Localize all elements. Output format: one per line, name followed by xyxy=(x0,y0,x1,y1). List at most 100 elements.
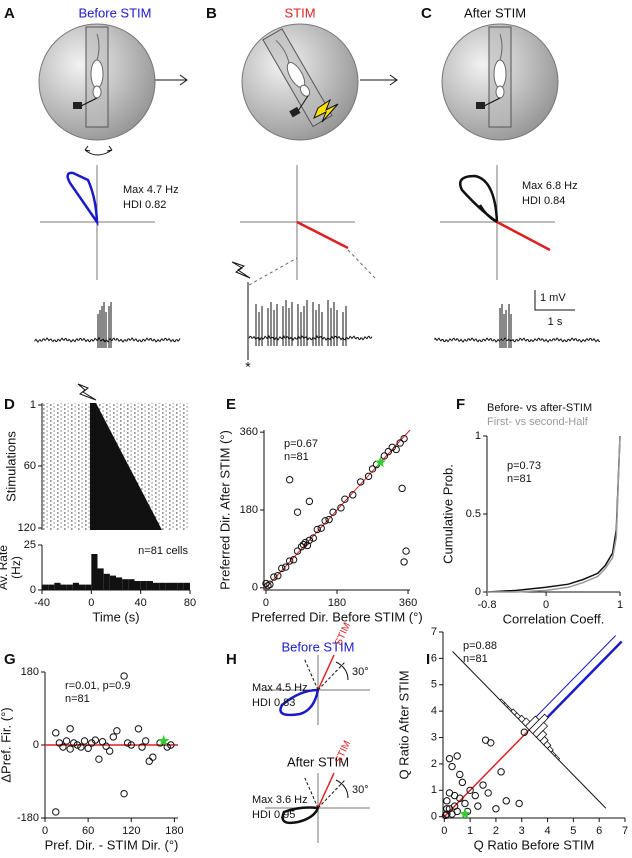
x-tick-label: 0 xyxy=(42,825,48,837)
point xyxy=(73,741,82,749)
point xyxy=(305,497,314,506)
x-tick-label: 7 xyxy=(622,825,628,837)
hist-bar xyxy=(153,582,160,590)
point xyxy=(388,443,396,451)
point xyxy=(515,799,523,808)
y-tick-label: 0 xyxy=(252,582,258,594)
point xyxy=(520,728,529,736)
x-tick-label: -40 xyxy=(34,597,50,609)
x-tick-label: 80 xyxy=(184,597,196,609)
point xyxy=(400,558,408,566)
x-tick-label: 5 xyxy=(570,825,576,837)
point xyxy=(341,495,349,503)
point xyxy=(487,739,495,747)
y-tick-label: 1 xyxy=(431,784,437,796)
annotation: p=0.88 xyxy=(463,640,497,652)
legend-entry: Before- vs after-STIM xyxy=(487,402,592,414)
annotation: n=81 xyxy=(507,473,532,485)
point xyxy=(66,725,74,733)
diagonal-hist-bar xyxy=(539,736,549,746)
x-tick-label: 120 xyxy=(122,825,140,837)
panel-letter: A xyxy=(4,5,15,22)
point xyxy=(134,725,143,733)
point xyxy=(52,808,60,816)
hist-bar xyxy=(183,582,190,590)
raster-response xyxy=(90,403,162,530)
annotation: r=0.01, p=0.9 xyxy=(65,680,130,692)
point xyxy=(120,672,128,680)
diagonal-hist-bar xyxy=(546,745,554,753)
x-tick-label: 0 xyxy=(88,597,94,609)
angle-label: 30° xyxy=(352,666,369,678)
point xyxy=(80,737,89,745)
hist-bar xyxy=(109,575,116,590)
x-tick-label: 1 xyxy=(617,599,623,611)
y-axis-label: (Hz) xyxy=(9,556,23,579)
hist-bar xyxy=(134,581,141,590)
arrow xyxy=(152,74,188,86)
scale-bar xyxy=(534,290,575,311)
mouse-head xyxy=(495,85,505,99)
point xyxy=(270,573,278,581)
hist-bar xyxy=(97,568,104,590)
mouse-body xyxy=(90,59,104,89)
x-axis-label: Preferred Dir. Before STIM (°) xyxy=(251,609,422,624)
stim-label: STIM xyxy=(333,739,353,765)
annotation: n=81 xyxy=(284,451,309,463)
identity-line xyxy=(263,429,411,591)
voltage-trace xyxy=(434,304,601,348)
point xyxy=(384,447,392,456)
hist-bar xyxy=(146,581,153,590)
point xyxy=(293,547,302,555)
x-axis-label: Correlation Coeff. xyxy=(503,611,605,626)
hist-bar xyxy=(140,581,147,590)
point xyxy=(282,563,290,571)
hist-bar xyxy=(66,584,73,590)
diagonal-hist-bar xyxy=(532,721,549,738)
point xyxy=(163,743,171,751)
point xyxy=(285,476,294,484)
point xyxy=(59,743,67,751)
point xyxy=(502,797,510,805)
point xyxy=(313,525,321,534)
point xyxy=(149,753,157,761)
point xyxy=(77,743,85,751)
point xyxy=(285,557,294,565)
point xyxy=(106,747,114,755)
angle-label: 30° xyxy=(352,784,369,796)
point xyxy=(402,547,410,555)
hist-bar xyxy=(128,579,135,590)
voltage-trace xyxy=(248,300,373,346)
y-tick-label: 0.5 xyxy=(466,508,481,520)
point xyxy=(453,807,461,816)
track xyxy=(73,26,109,128)
legend-entry: First- vs second-Half xyxy=(487,416,589,428)
hist-bar xyxy=(159,582,166,590)
y-axis-label: Av. Rate xyxy=(0,545,10,590)
point xyxy=(392,445,400,454)
point xyxy=(264,581,272,590)
hist-bar xyxy=(79,584,86,590)
headstage xyxy=(476,102,485,109)
point xyxy=(91,736,100,744)
point xyxy=(396,439,404,447)
scale-label: 1 mV xyxy=(540,292,566,304)
hist-bar xyxy=(103,573,110,590)
point xyxy=(461,799,469,808)
y-tick-label: -180 xyxy=(17,812,39,824)
point xyxy=(349,491,357,499)
mouse-head xyxy=(92,85,102,99)
lightning xyxy=(77,383,97,401)
scale-label: 1 s xyxy=(548,316,563,328)
y-tick-label: 360 xyxy=(240,426,258,438)
point xyxy=(62,737,71,745)
point xyxy=(337,504,345,512)
point xyxy=(109,733,117,741)
hist-bar xyxy=(54,582,61,590)
polar-tuning xyxy=(279,688,320,717)
hist-bar xyxy=(72,582,79,590)
y-tick-label: 180 xyxy=(240,504,258,516)
y-axis-label: Cumulative Prob. xyxy=(440,464,455,564)
point xyxy=(120,789,128,798)
x-tick-label: 0 xyxy=(263,597,269,609)
